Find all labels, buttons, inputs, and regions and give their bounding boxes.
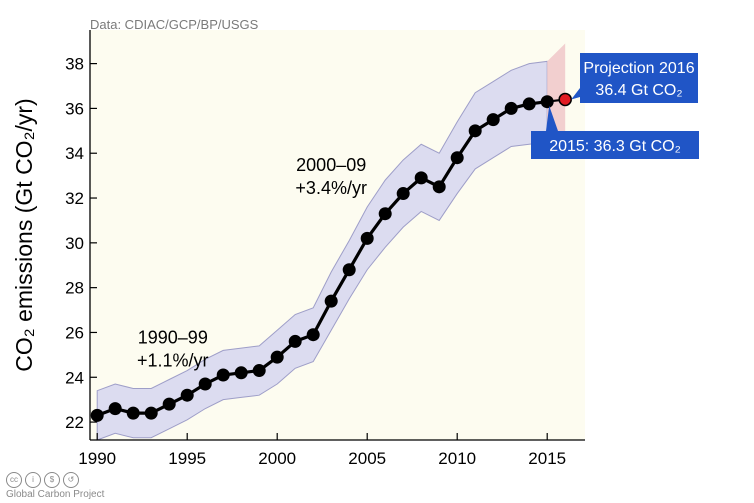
x-tick-label-2005: 2005	[348, 449, 386, 468]
global-carbon-project-label: Global Carbon Project	[6, 489, 105, 500]
data-point-1997	[216, 368, 230, 382]
data-point-1994	[162, 397, 176, 411]
data-point-2015	[540, 95, 554, 109]
x-tick-label-2015: 2015	[528, 449, 566, 468]
data-point-2012	[486, 113, 500, 127]
data-point-1991	[108, 402, 122, 416]
y-tick-label-32: 32	[65, 189, 84, 208]
data-point-2009	[432, 180, 446, 194]
data-point-2005	[360, 231, 374, 245]
data-point-1993	[144, 406, 158, 420]
data-point-2004	[342, 263, 356, 277]
y-tick-label-30: 30	[65, 234, 84, 253]
y-tick-label-36: 36	[65, 99, 84, 118]
data-point-1999	[252, 364, 266, 378]
nc-icon: $	[44, 472, 60, 488]
decade-1990s-line-1: +1.1%/yr	[137, 351, 209, 371]
footer: cc i $ ↺ Global Carbon Project	[6, 472, 104, 500]
y-tick-label-22: 22	[65, 413, 84, 432]
data-point-2002	[306, 328, 320, 342]
y-tick-label-24: 24	[65, 368, 84, 387]
x-tick-label-2000: 2000	[258, 449, 296, 468]
data-source-label: Data: CDIAC/GCP/BP/USGS	[90, 17, 259, 32]
data-point-2001	[288, 334, 302, 348]
y-tick-label-34: 34	[65, 144, 84, 163]
callout-projection-line-1: 36.4 Gt CO₂	[595, 82, 682, 99]
cc-icon: cc	[6, 472, 22, 488]
decade-2000s: 2000–09 +3.4%/yr	[295, 155, 367, 198]
callout-2015-pointer	[546, 105, 558, 131]
y-tick-label-28: 28	[65, 279, 84, 298]
sa-icon: ↺	[63, 472, 79, 488]
by-icon: i	[25, 472, 41, 488]
data-point-1998	[234, 366, 248, 380]
callout-2015-box	[531, 131, 699, 159]
data-point-1990	[90, 408, 104, 422]
data-point-2010	[450, 151, 464, 165]
callout-projection-box	[580, 53, 698, 103]
data-point-1996	[198, 377, 212, 391]
data-point-1992	[126, 406, 140, 420]
projection-point	[558, 92, 572, 107]
decade-1990s-line-0: 1990–99	[138, 328, 208, 348]
decade-2000s-line-1: +3.4%/yr	[295, 178, 367, 198]
y-tick-label-38: 38	[65, 55, 84, 74]
x-tick-label-1995: 1995	[168, 449, 206, 468]
data-point-2008	[414, 171, 428, 185]
data-point-2011	[468, 124, 482, 138]
y-tick-label-26: 26	[65, 323, 84, 342]
callout-projection-line-0: Projection 2016	[583, 60, 694, 77]
data-point-2003	[324, 294, 338, 308]
y-axis-label: CO₂ emissions (Gt CO₂/yr)	[11, 98, 37, 371]
data-point-2006	[378, 207, 392, 221]
data-point-2013	[504, 101, 518, 115]
callout-2015-line-0: 2015: 36.3 Gt CO₂	[549, 138, 681, 155]
data-point-1995	[180, 388, 194, 402]
callout-2015: 2015: 36.3 Gt CO₂	[531, 105, 699, 159]
data-point-2007	[396, 187, 410, 201]
data-point-2014	[522, 97, 536, 111]
callout-projection-pointer	[571, 88, 580, 100]
callout-projection: Projection 2016 36.4 Gt CO₂	[571, 53, 698, 103]
decade-2000s-line-0: 2000–09	[296, 155, 366, 175]
x-tick-label-1990: 1990	[78, 449, 116, 468]
decade-1990s: 1990–99 +1.1%/yr	[137, 328, 209, 371]
data-point-2000	[270, 350, 284, 364]
x-tick-label-2010: 2010	[438, 449, 476, 468]
